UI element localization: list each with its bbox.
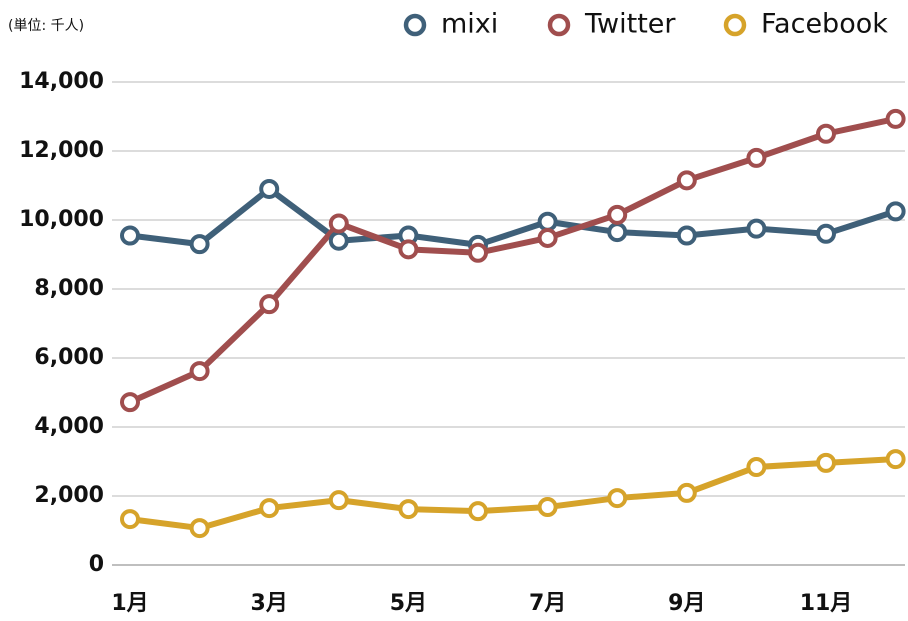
data-point <box>120 509 140 530</box>
y-tick-label: 10,000 <box>19 207 104 232</box>
x-tick-label: 11月 <box>800 591 853 616</box>
data-point <box>328 213 349 234</box>
data-point <box>328 230 349 251</box>
legend-label: Facebook <box>761 9 888 40</box>
data-point <box>537 227 558 248</box>
data-point <box>259 178 280 199</box>
series-line <box>129 456 896 532</box>
data-point <box>676 482 697 503</box>
data-point <box>607 222 628 243</box>
x-tick-label: 7月 <box>529 591 566 616</box>
y-tick-label: 2,000 <box>34 483 104 508</box>
legend-label: Twitter <box>584 9 676 40</box>
data-point <box>746 457 767 478</box>
data-point <box>189 361 210 382</box>
data-point <box>537 497 558 518</box>
data-point <box>468 501 488 522</box>
data-point <box>398 499 419 520</box>
x-tick-label: 3月 <box>251 591 288 616</box>
data-point <box>816 223 836 244</box>
y-tick-label: 0 <box>89 552 104 577</box>
data-point <box>259 294 280 315</box>
data-point <box>885 201 906 222</box>
legend-label: mixi <box>441 9 498 40</box>
x-tick-label: 1月 <box>111 591 148 616</box>
data-point <box>676 225 697 246</box>
series-line <box>129 185 897 248</box>
y-tick-label: 8,000 <box>34 276 104 301</box>
data-point <box>468 242 488 263</box>
data-point <box>259 498 280 519</box>
data-point <box>607 488 628 509</box>
data-point <box>746 218 767 239</box>
series-line <box>128 115 897 405</box>
y-tick-label: 4,000 <box>34 414 104 439</box>
legend-marker <box>547 13 571 37</box>
legend-marker <box>723 13 747 37</box>
data-point <box>816 123 836 144</box>
data-point <box>816 452 836 473</box>
legend-marker <box>403 13 427 37</box>
data-point <box>120 392 140 413</box>
data-point <box>607 204 628 225</box>
x-tick-label: 5月 <box>390 591 427 616</box>
data-point <box>398 239 419 260</box>
y-tick-label: 14,000 <box>19 69 104 94</box>
unit-label: (単位: 千人) <box>8 18 84 34</box>
data-point <box>676 170 697 191</box>
x-tick-label: 9月 <box>668 591 705 616</box>
data-point <box>746 147 767 168</box>
data-point <box>328 490 349 511</box>
data-point <box>189 234 210 255</box>
data-point <box>885 108 906 129</box>
data-point <box>537 211 558 232</box>
data-point <box>120 225 140 246</box>
y-tick-label: 12,000 <box>19 138 104 163</box>
y-tick-label: 6,000 <box>34 345 104 370</box>
data-point <box>189 518 210 539</box>
data-point <box>885 449 906 470</box>
